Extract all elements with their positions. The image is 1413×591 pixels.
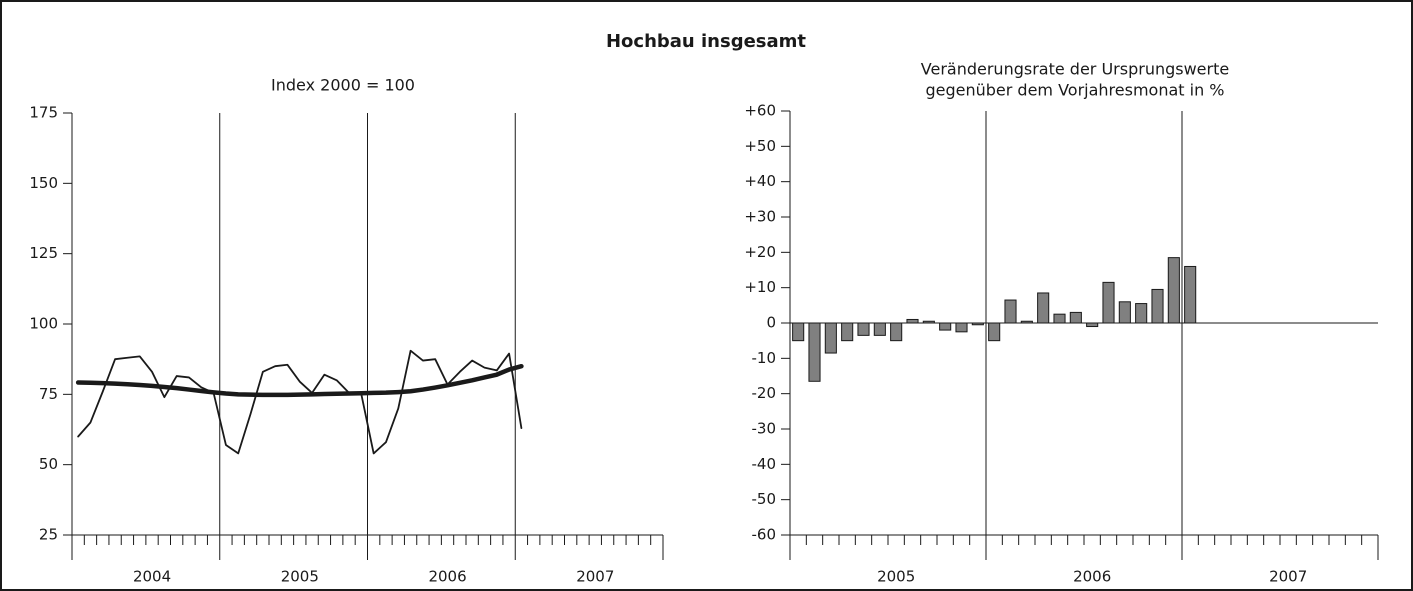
y-tick-label: +20 [744,243,776,261]
y-tick-label: 175 [29,104,58,122]
y-tick-label: -40 [752,455,777,473]
y-tick-label: 125 [29,244,58,262]
y-tick-label: -30 [752,420,777,438]
y-tick-label: +30 [744,208,776,226]
chart-subtitle: gegenüber dem Vorjahresmonat in % [925,81,1224,100]
x-tick-label: 2005 [281,568,319,586]
chart-subtitle: Index 2000 = 100 [271,76,415,95]
x-tick-label: 2007 [1269,568,1307,586]
x-tick-label: 2004 [133,568,171,586]
bar [955,322,968,333]
chart-subtitle: Veränderungsrate der Ursprungswerte [921,60,1229,79]
y-tick-label: +40 [744,172,776,190]
bar [1086,322,1099,328]
bar [1020,320,1033,324]
y-tick-label: 25 [39,526,58,544]
y-tick-label: -10 [752,349,777,367]
bar [1069,311,1082,324]
y-tick-label: 50 [39,455,58,473]
bar [873,322,886,336]
bar [1102,281,1115,324]
chart-title: Hochbau insgesamt [606,31,806,52]
bar [1167,257,1180,324]
bar [1004,299,1017,324]
x-tick-label: 2006 [428,568,466,586]
bar [1053,313,1066,324]
bar [1184,265,1197,324]
y-tick-label: +50 [744,137,776,155]
bar [890,322,903,342]
y-tick-label: 75 [39,385,58,403]
bar [841,322,854,342]
bar [939,322,952,331]
bar [971,322,984,326]
bar [1118,301,1131,324]
y-tick-label: 150 [29,174,58,192]
bar [1037,292,1050,324]
x-tick-label: 2005 [877,568,915,586]
y-tick-label: -50 [752,490,777,508]
bar [1151,288,1164,324]
bar [824,322,837,354]
data-line [75,363,524,398]
y-tick-label: 100 [29,315,58,333]
y-tick-label: +60 [744,102,776,120]
bar [857,322,870,336]
y-tick-label: -20 [752,384,777,402]
y-tick-label: 0 [766,314,776,332]
x-tick-label: 2007 [576,568,614,586]
bar [808,322,821,382]
bar [906,318,919,324]
x-tick-label: 2006 [1073,568,1111,586]
bar [792,322,805,342]
bar [988,322,1001,342]
bar [1135,303,1148,324]
bar [922,320,935,324]
y-tick-label: +10 [744,278,776,296]
y-tick-label: -60 [752,526,777,544]
